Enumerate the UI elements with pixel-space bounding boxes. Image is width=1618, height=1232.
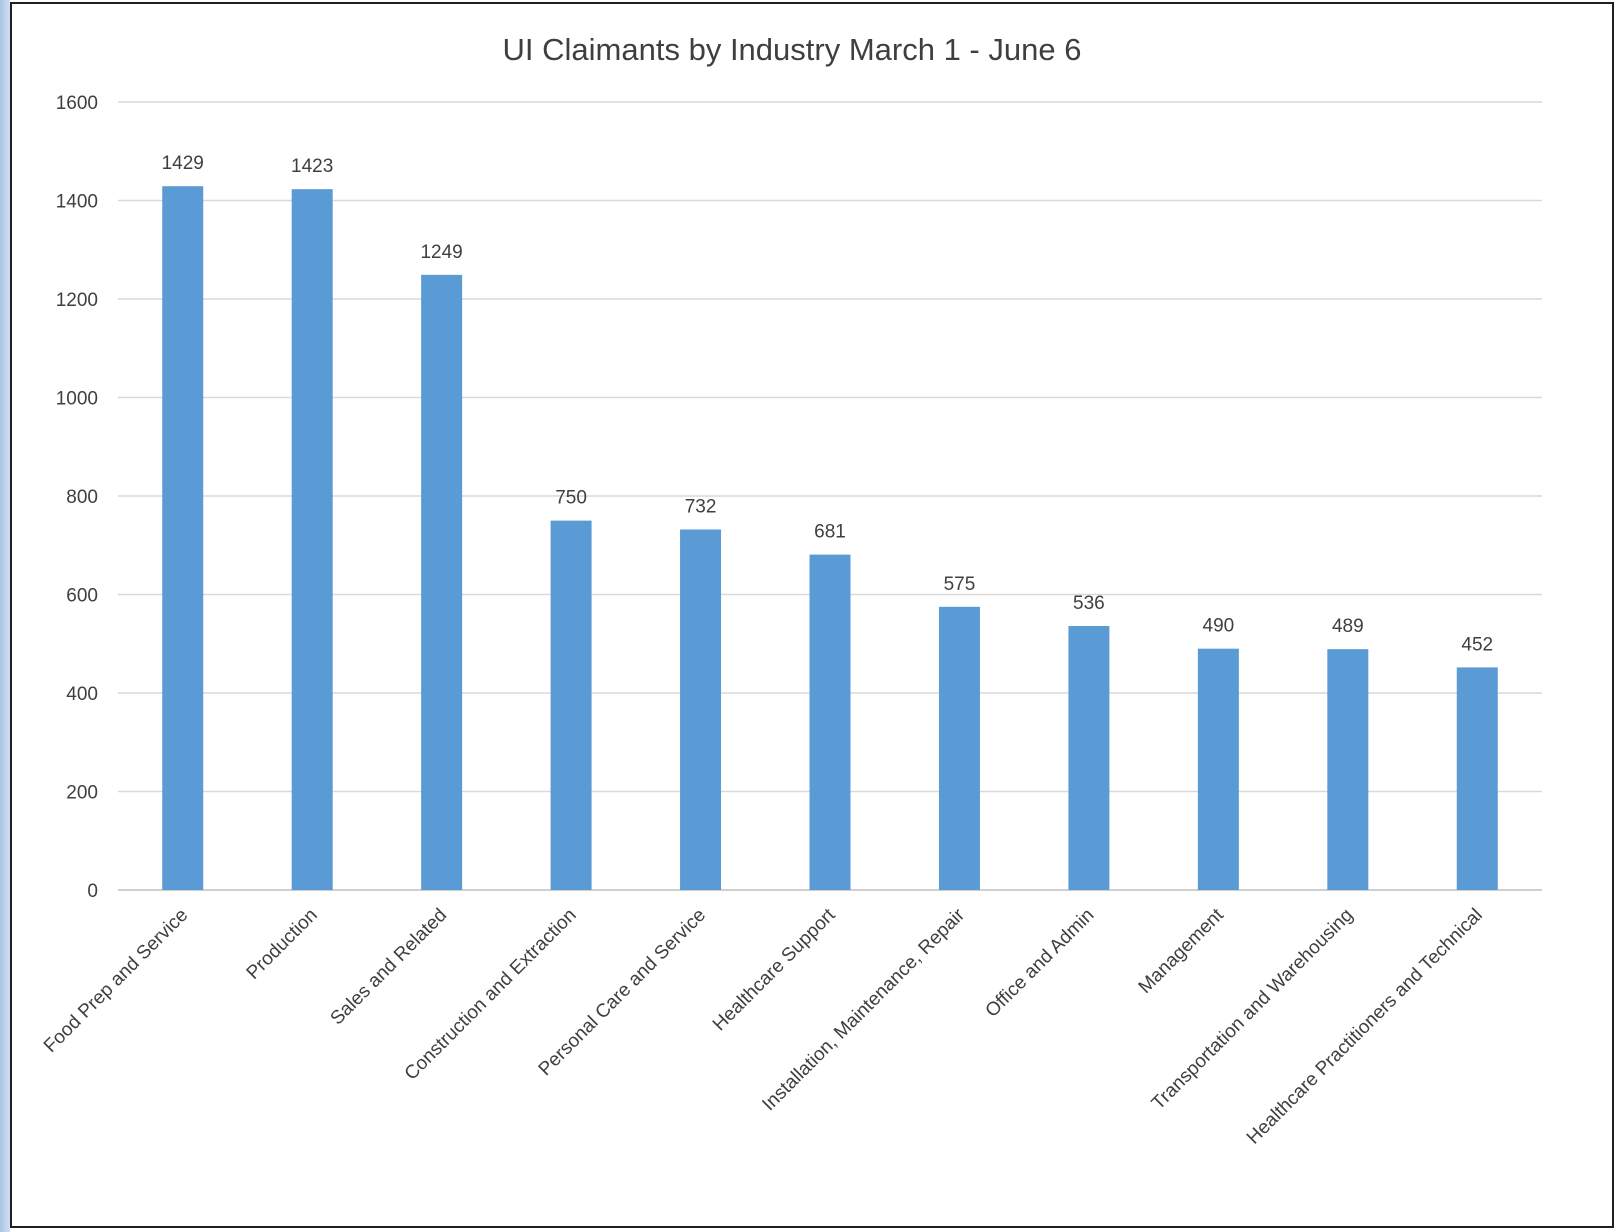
data-label: 681 bbox=[814, 522, 846, 543]
bar-chart: UI Claimants by Industry March 1 - June … bbox=[40, 32, 1542, 1149]
data-labels: 1429 1423 1249 750 732 681 575 536 490 489 452 bbox=[162, 153, 1494, 655]
bar bbox=[1327, 649, 1369, 890]
gridlines bbox=[118, 101, 1542, 891]
data-label: 1249 bbox=[420, 242, 462, 263]
data-label: 490 bbox=[1203, 616, 1235, 637]
bar bbox=[809, 554, 851, 890]
window-edge-strip bbox=[0, 0, 10, 1232]
bar bbox=[1197, 648, 1239, 890]
x-tick-label: Healthcare Practitioners and Technical bbox=[1243, 905, 1487, 1149]
x-tick-label: Healthcare Support bbox=[709, 904, 840, 1035]
bar bbox=[680, 529, 722, 890]
bar bbox=[550, 520, 592, 890]
y-tick-label: 200 bbox=[66, 783, 98, 804]
bar bbox=[1456, 667, 1498, 890]
bar bbox=[162, 186, 204, 890]
bars bbox=[162, 186, 1498, 891]
x-tick-label: Installation, Maintenance, Repair bbox=[758, 904, 969, 1115]
bar bbox=[1068, 626, 1110, 890]
y-tick-label: 1200 bbox=[56, 290, 98, 311]
y-tick-label: 400 bbox=[66, 684, 98, 705]
data-label: 452 bbox=[1461, 634, 1493, 655]
y-tick-label: 600 bbox=[66, 586, 98, 607]
data-label: 489 bbox=[1332, 616, 1364, 637]
chart-title: UI Claimants by Industry March 1 - June … bbox=[503, 32, 1082, 67]
data-label: 1423 bbox=[291, 156, 333, 177]
bar bbox=[938, 606, 980, 890]
x-tick-label: Food Prep and Service bbox=[40, 905, 192, 1057]
y-tick-label: 800 bbox=[66, 487, 98, 508]
y-tick-label: 1600 bbox=[56, 93, 98, 114]
chart-frame: UI Claimants by Industry March 1 - June … bbox=[10, 2, 1614, 1228]
data-label: 1429 bbox=[162, 153, 204, 174]
x-tick-label: Office and Admin bbox=[982, 905, 1099, 1022]
x-tick-label: Management bbox=[1135, 904, 1229, 998]
data-label: 575 bbox=[944, 574, 976, 595]
y-tick-label: 0 bbox=[87, 881, 98, 902]
y-tick-label: 1000 bbox=[56, 389, 98, 410]
x-tick-label: Sales and Related bbox=[327, 905, 452, 1030]
x-tick-label: Production bbox=[243, 905, 322, 984]
data-label: 536 bbox=[1073, 593, 1105, 614]
data-label: 750 bbox=[555, 488, 587, 509]
y-axis-ticks: 0 200 400 600 800 1000 1200 1400 1600 bbox=[56, 93, 98, 902]
bar bbox=[421, 274, 463, 890]
y-tick-label: 1400 bbox=[56, 192, 98, 213]
x-tick-label: Transportation and Warehousing bbox=[1148, 905, 1358, 1115]
x-axis-category-labels: Food Prep and Service Production Sales and… bbox=[40, 904, 1487, 1148]
data-label: 732 bbox=[685, 496, 717, 517]
bar bbox=[291, 189, 333, 891]
